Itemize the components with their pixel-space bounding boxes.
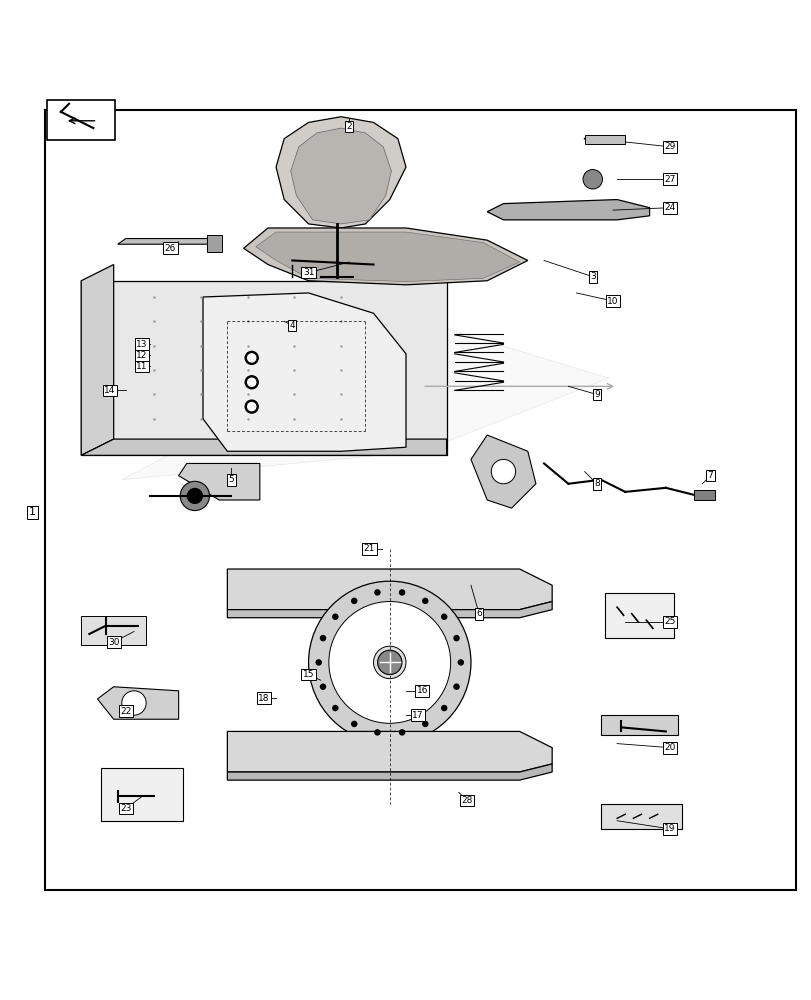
- Text: 11: 11: [136, 362, 148, 371]
- Circle shape: [453, 683, 459, 690]
- Circle shape: [453, 635, 459, 641]
- Text: 17: 17: [412, 711, 423, 720]
- Polygon shape: [81, 265, 114, 455]
- Polygon shape: [255, 232, 519, 282]
- Bar: [101, 768, 182, 821]
- Text: 28: 28: [461, 796, 472, 805]
- Circle shape: [315, 659, 321, 666]
- Bar: [600, 804, 681, 829]
- Polygon shape: [81, 439, 446, 455]
- Text: 5: 5: [228, 475, 234, 484]
- Polygon shape: [227, 731, 551, 772]
- Text: 6: 6: [475, 609, 482, 618]
- Text: 15: 15: [303, 670, 314, 679]
- Polygon shape: [81, 281, 446, 455]
- Text: 23: 23: [120, 804, 131, 813]
- Circle shape: [320, 683, 326, 690]
- Text: 4: 4: [290, 321, 294, 330]
- Circle shape: [122, 691, 146, 715]
- Polygon shape: [178, 463, 260, 500]
- Circle shape: [245, 351, 258, 364]
- Bar: [600, 715, 677, 735]
- Circle shape: [398, 729, 405, 736]
- Text: 1: 1: [29, 507, 36, 517]
- Text: 24: 24: [663, 203, 675, 212]
- Circle shape: [350, 598, 357, 604]
- Circle shape: [373, 646, 406, 679]
- Polygon shape: [470, 435, 535, 508]
- Text: 21: 21: [363, 544, 375, 553]
- Text: 26: 26: [165, 244, 176, 253]
- Text: 2: 2: [346, 122, 351, 131]
- Text: 22: 22: [120, 707, 131, 716]
- Text: 30: 30: [108, 638, 119, 647]
- Polygon shape: [227, 601, 551, 618]
- Text: 29: 29: [663, 142, 675, 151]
- Circle shape: [180, 481, 209, 511]
- Polygon shape: [122, 321, 608, 480]
- Bar: [584, 135, 624, 144]
- Circle shape: [245, 400, 258, 413]
- Circle shape: [245, 376, 258, 389]
- Circle shape: [440, 705, 447, 711]
- Circle shape: [491, 459, 515, 484]
- Text: 3: 3: [589, 272, 595, 281]
- Circle shape: [374, 589, 380, 596]
- Text: 25: 25: [663, 617, 675, 626]
- Circle shape: [422, 598, 428, 604]
- Text: 10: 10: [607, 297, 618, 306]
- Polygon shape: [97, 687, 178, 719]
- Text: 18: 18: [258, 694, 269, 703]
- Bar: [693, 490, 714, 500]
- Polygon shape: [227, 569, 551, 610]
- Circle shape: [328, 601, 450, 723]
- Text: 9: 9: [593, 390, 599, 399]
- Circle shape: [247, 403, 255, 411]
- Circle shape: [374, 729, 380, 736]
- Polygon shape: [227, 764, 551, 780]
- Polygon shape: [118, 239, 215, 244]
- Circle shape: [350, 721, 357, 727]
- Text: 19: 19: [663, 824, 675, 833]
- Text: 16: 16: [416, 686, 427, 695]
- Circle shape: [422, 721, 428, 727]
- Bar: [81, 616, 146, 645]
- Circle shape: [440, 613, 447, 620]
- Circle shape: [332, 705, 338, 711]
- Polygon shape: [243, 228, 527, 285]
- Circle shape: [398, 589, 405, 596]
- Circle shape: [332, 613, 338, 620]
- Bar: [604, 593, 673, 638]
- Circle shape: [308, 581, 470, 744]
- Circle shape: [582, 170, 602, 189]
- Circle shape: [247, 354, 255, 362]
- Circle shape: [247, 378, 255, 386]
- Bar: [207, 235, 221, 252]
- Text: 20: 20: [663, 743, 675, 752]
- Polygon shape: [487, 200, 649, 220]
- Circle shape: [187, 488, 203, 504]
- Text: 27: 27: [663, 175, 675, 184]
- Text: 31: 31: [303, 268, 314, 277]
- Text: 8: 8: [593, 479, 599, 488]
- Text: 14: 14: [104, 386, 115, 395]
- Text: 7: 7: [706, 471, 713, 480]
- Polygon shape: [276, 117, 406, 228]
- Polygon shape: [290, 128, 391, 224]
- FancyBboxPatch shape: [47, 100, 115, 140]
- Text: 12: 12: [136, 351, 148, 360]
- Polygon shape: [203, 293, 406, 451]
- Circle shape: [320, 635, 326, 641]
- Circle shape: [377, 650, 401, 675]
- Text: 13: 13: [136, 340, 148, 349]
- Circle shape: [457, 659, 464, 666]
